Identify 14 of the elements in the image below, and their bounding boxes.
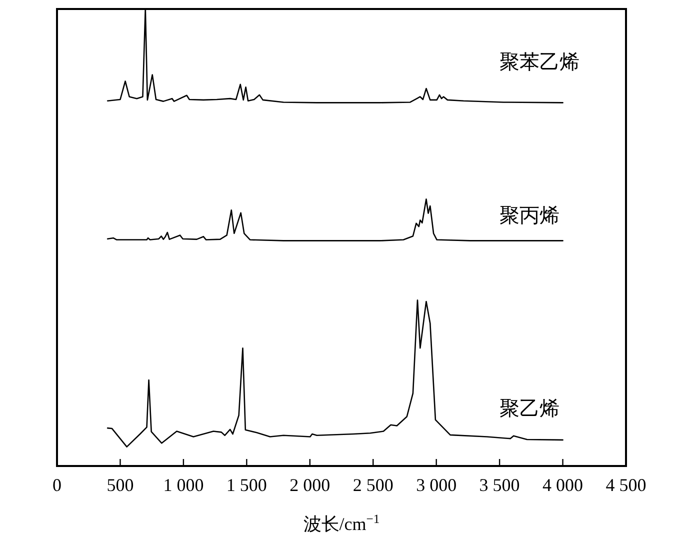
x-tick-label: 500 <box>106 475 134 495</box>
x-tick-label: 3 000 <box>416 475 457 495</box>
x-axis-title: 波长/cm$^{−1}$ <box>303 512 380 534</box>
x-tick-label: 2 000 <box>290 475 330 495</box>
x-tick-label: 1 500 <box>226 475 267 495</box>
x-tick-label: 4 000 <box>542 475 584 495</box>
series-label: 聚乙烯 <box>500 398 560 420</box>
x-tick-label: 0 <box>52 475 62 495</box>
series-label: 聚丙烯 <box>500 205 560 228</box>
x-tick-label: 3 500 <box>479 475 520 495</box>
x-tick-label: 2 500 <box>352 475 394 495</box>
x-tick-label: 1 000 <box>163 475 204 495</box>
x-tick-label: 4 500 <box>606 475 646 495</box>
series-label: 聚苯乙烯 <box>500 52 580 74</box>
